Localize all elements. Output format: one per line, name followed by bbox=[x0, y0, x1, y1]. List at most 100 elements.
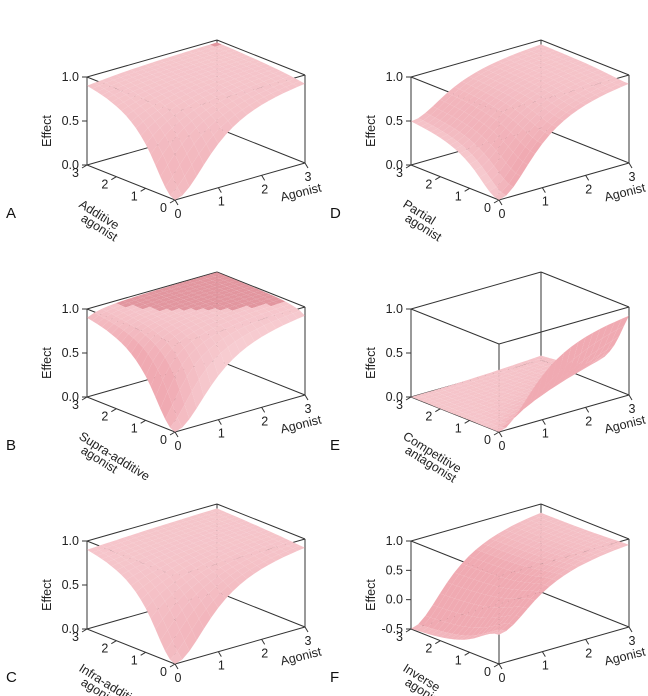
x-tick-label: 1 bbox=[542, 195, 549, 209]
mesh-cell bbox=[229, 528, 242, 533]
mesh-cell bbox=[273, 536, 286, 542]
mesh-cell bbox=[534, 537, 547, 543]
mesh-cell bbox=[215, 305, 228, 311]
mesh-cell bbox=[176, 71, 189, 77]
mesh-cell bbox=[597, 333, 610, 351]
mesh-cell bbox=[148, 344, 161, 361]
mesh-cell bbox=[522, 552, 535, 560]
panel-a: 0 1 2 3 0 1 2 3 0.0 0.5 1.0 Agonist Additive agonist E… bbox=[0, 0, 324, 245]
x-tick bbox=[585, 407, 590, 413]
mesh-cell bbox=[186, 90, 199, 98]
mesh-cell bbox=[478, 381, 491, 386]
mesh-cell bbox=[440, 632, 453, 639]
mesh-cell bbox=[142, 79, 155, 86]
panel-b: 0 1 2 3 0 1 2 3 0.0 0.5 1.0 Agonist Supra-additive ag… bbox=[0, 232, 324, 484]
mesh-cell bbox=[214, 55, 227, 60]
mesh-cell bbox=[587, 354, 600, 366]
mesh-cell bbox=[428, 117, 441, 126]
mesh-cell bbox=[469, 407, 482, 413]
y-tick-label: 0 bbox=[160, 665, 167, 679]
surface-plot: 012301230.00.51.0AgonistCompetitiveantag… bbox=[330, 271, 647, 486]
mesh-cell bbox=[452, 396, 465, 401]
mesh-cell bbox=[179, 115, 192, 128]
mesh-cell bbox=[486, 624, 499, 633]
mesh-cell bbox=[486, 585, 499, 596]
mesh-cell bbox=[534, 96, 547, 105]
mesh-cell bbox=[498, 85, 511, 93]
mesh-cell bbox=[227, 318, 240, 326]
mesh-cell bbox=[570, 543, 583, 549]
mesh-cell bbox=[145, 572, 158, 582]
mesh-cell bbox=[179, 619, 192, 641]
mesh-cell bbox=[473, 389, 486, 394]
mesh-cell bbox=[597, 85, 610, 92]
mesh-cell bbox=[480, 545, 493, 554]
mesh-cell bbox=[517, 393, 530, 398]
mesh-cell bbox=[145, 361, 158, 387]
mesh-cell bbox=[524, 362, 537, 367]
mesh-cell bbox=[489, 187, 502, 197]
mesh-cell bbox=[454, 402, 467, 407]
mesh-cell bbox=[539, 538, 552, 545]
mesh-cell bbox=[538, 366, 551, 371]
mesh-cell bbox=[493, 416, 506, 421]
mesh-cell bbox=[563, 535, 576, 541]
mesh-cell bbox=[264, 93, 277, 101]
mesh-cell bbox=[155, 115, 168, 128]
mesh-cell bbox=[171, 535, 184, 541]
mesh-cell bbox=[188, 288, 201, 293]
box-edge bbox=[216, 359, 306, 396]
mesh-cell bbox=[177, 176, 190, 196]
mesh-cell bbox=[551, 561, 564, 567]
mesh-cell bbox=[437, 595, 450, 609]
mesh-cell bbox=[181, 572, 194, 583]
mesh-cell bbox=[517, 551, 530, 558]
mesh-cell bbox=[583, 552, 596, 558]
mesh-cell bbox=[203, 337, 216, 350]
mesh-cell bbox=[188, 515, 201, 520]
mesh-cell bbox=[241, 290, 254, 295]
mesh-cell bbox=[485, 378, 498, 383]
mesh-cell bbox=[430, 108, 443, 118]
mesh-cell bbox=[558, 522, 571, 528]
mesh-cell bbox=[543, 59, 556, 65]
mesh-cell bbox=[459, 383, 472, 388]
mesh-cell bbox=[142, 306, 155, 312]
mesh-cell bbox=[179, 545, 192, 552]
mesh-cell bbox=[225, 84, 238, 91]
mesh-cell bbox=[556, 71, 569, 77]
box-edge bbox=[498, 162, 630, 201]
mesh-cell bbox=[573, 561, 586, 567]
mesh-cell bbox=[152, 538, 165, 544]
mesh-cell bbox=[505, 589, 518, 599]
mesh-cell bbox=[135, 323, 148, 332]
mesh-cell bbox=[131, 580, 144, 593]
surface-mesh bbox=[411, 512, 629, 640]
mesh-cell bbox=[449, 119, 462, 129]
mesh-cell bbox=[185, 53, 198, 58]
mesh-cell bbox=[173, 53, 186, 58]
mesh-cell bbox=[554, 567, 567, 574]
mesh-cell bbox=[558, 545, 571, 551]
mesh-cell bbox=[447, 106, 460, 117]
mesh-cell bbox=[522, 120, 535, 133]
mesh-cell bbox=[507, 533, 520, 540]
mesh-cell bbox=[203, 94, 216, 102]
mesh-cell bbox=[157, 135, 170, 155]
mesh-cell bbox=[164, 289, 177, 294]
mesh-cell bbox=[546, 547, 559, 554]
mesh-cell bbox=[123, 324, 136, 334]
mesh-cell bbox=[491, 400, 504, 405]
mesh-cell bbox=[164, 551, 177, 558]
mesh-cell bbox=[587, 80, 600, 87]
mesh-cell bbox=[201, 127, 214, 144]
mesh-cell bbox=[179, 79, 192, 85]
mesh-cell bbox=[588, 94, 601, 101]
mesh-cell bbox=[437, 400, 450, 405]
mesh-cell bbox=[164, 324, 177, 333]
mesh-cell bbox=[541, 92, 554, 100]
mesh-cell bbox=[510, 396, 523, 401]
mesh-cell bbox=[165, 348, 178, 366]
mesh-cell bbox=[196, 342, 209, 357]
